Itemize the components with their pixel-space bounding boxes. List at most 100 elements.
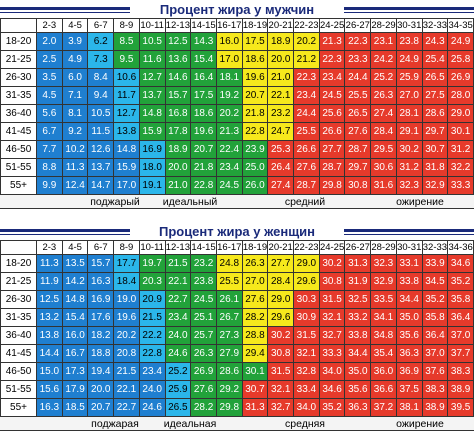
value-cell: 20.7: [191, 141, 217, 159]
value-cell: 32.3: [371, 255, 397, 273]
value-cell: 39.5: [448, 399, 474, 417]
value-cell: 34.4: [345, 345, 372, 363]
value-cell: 13.5: [62, 255, 89, 273]
age-label: 21-25: [0, 51, 37, 69]
value-cell: 30.6: [371, 159, 397, 177]
value-cell: 24.5: [319, 87, 346, 105]
value-cell: 32.5: [345, 291, 372, 309]
value-cell: 24.9: [396, 51, 423, 69]
value-cell: 29.0: [294, 255, 320, 273]
value-cell: 30.8: [319, 273, 346, 291]
value-cell: 14.7: [88, 177, 115, 195]
value-cell: 27.6: [345, 123, 372, 141]
value-cell: 14.8: [139, 105, 166, 123]
value-cell: 22.3: [345, 33, 372, 51]
value-cell: 33.3: [319, 345, 346, 363]
value-cell: 25.9: [165, 381, 192, 399]
column-header: 26-27: [345, 240, 372, 255]
zone-label: поджарая: [91, 418, 139, 430]
value-cell: 7.1: [62, 87, 89, 105]
value-cell: 20.0: [88, 381, 115, 399]
value-cell: 35.8: [422, 309, 449, 327]
value-cell: 33.9: [422, 255, 449, 273]
value-cell: 34.4: [396, 291, 423, 309]
value-cell: 22.2: [139, 327, 166, 345]
value-cell: 20.0: [165, 159, 192, 177]
value-cell: 37.5: [396, 381, 423, 399]
value-cell: 25.5: [294, 123, 320, 141]
age-label: 18-20: [0, 255, 37, 273]
value-cell: 28.7: [345, 141, 372, 159]
value-cell: 9.2: [62, 123, 89, 141]
value-cell: 16.4: [191, 69, 217, 87]
age-label: 51-55: [0, 159, 37, 177]
value-cell: 38.1: [396, 399, 423, 417]
column-header: 10-11: [139, 240, 166, 255]
value-cell: 26.3: [191, 345, 217, 363]
value-cell: 34.1: [371, 309, 397, 327]
value-cell: 32.1: [294, 345, 320, 363]
value-cell: 18.9: [268, 33, 295, 51]
value-cell: 34.0: [319, 363, 346, 381]
value-cell: 27.6: [191, 381, 217, 399]
value-cell: 27.6: [294, 159, 320, 177]
value-cell: 30.8: [345, 177, 372, 195]
value-cell: 22.8: [242, 123, 269, 141]
value-cell: 25.5: [216, 273, 243, 291]
value-cell: 28.4: [371, 123, 397, 141]
value-cell: 37.7: [448, 345, 474, 363]
column-header: 6-7: [88, 18, 115, 33]
column-header: 34-36: [448, 240, 474, 255]
value-cell: 35.6: [396, 327, 423, 345]
value-cell: 31.8: [422, 159, 449, 177]
value-cell: 17.8: [165, 123, 192, 141]
value-cell: 18.9: [165, 141, 192, 159]
column-header: 4-5: [62, 18, 89, 33]
value-cell: 4.9: [62, 51, 89, 69]
value-cell: 15.9: [114, 159, 140, 177]
value-cell: 29.0: [448, 105, 474, 123]
value-cell: 34.5: [422, 273, 449, 291]
value-cell: 20.7: [242, 87, 269, 105]
value-cell: 16.8: [165, 105, 192, 123]
column-header: 30-31: [396, 18, 423, 33]
value-cell: 16.3: [88, 273, 115, 291]
value-cell: 11.3: [37, 255, 63, 273]
value-cell: 35.6: [345, 381, 372, 399]
value-cell: 34.0: [294, 399, 320, 417]
value-cell: 19.6: [114, 309, 140, 327]
value-cell: 16.9: [88, 291, 115, 309]
column-header: 28-29: [371, 18, 397, 33]
value-cell: 8.1: [62, 105, 89, 123]
column-header: 18-19: [242, 18, 269, 33]
value-cell: 28.4: [268, 273, 295, 291]
value-cell: 12.7: [139, 69, 166, 87]
value-cell: 36.3: [345, 399, 372, 417]
value-cell: 32.7: [319, 327, 346, 345]
value-cell: 35.2: [448, 273, 474, 291]
value-cell: 30.1: [242, 363, 269, 381]
value-cell: 25.0: [242, 159, 269, 177]
value-cell: 20.3: [139, 273, 166, 291]
value-cell: 24.6: [139, 399, 166, 417]
value-cell: 30.3: [294, 291, 320, 309]
value-cell: 23.4: [294, 87, 320, 105]
value-cell: 22.8: [139, 345, 166, 363]
value-cell: 35.0: [345, 363, 372, 381]
column-header: 6-7: [88, 240, 115, 255]
value-cell: 27.4: [268, 177, 295, 195]
value-cell: 38.9: [448, 381, 474, 399]
value-cell: 33.8: [345, 327, 372, 345]
value-cell: 25.2: [165, 363, 192, 381]
value-cell: 33.2: [345, 309, 372, 327]
value-cell: 18.6: [191, 105, 217, 123]
zone-label: ожирение: [396, 196, 444, 208]
value-cell: 12.5: [165, 33, 192, 51]
value-cell: 16.0: [216, 33, 243, 51]
value-cell: 24.0: [139, 381, 166, 399]
value-cell: 21.0: [165, 177, 192, 195]
age-label: 46-50: [0, 141, 37, 159]
value-cell: 23.2: [191, 255, 217, 273]
value-cell: 24.5: [216, 177, 243, 195]
value-cell: 31.5: [294, 327, 320, 345]
